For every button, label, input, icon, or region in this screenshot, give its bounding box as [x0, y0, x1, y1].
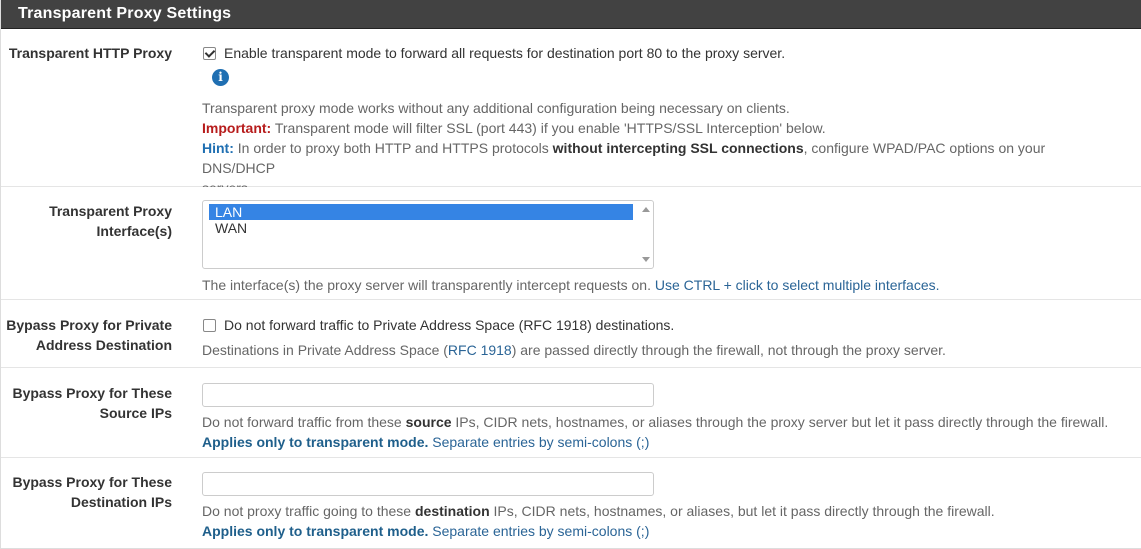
- row-bypass-private: Bypass Proxy for Private Address Destina…: [1, 300, 1141, 368]
- bypass-private-label-line2: Address Destination: [35, 337, 172, 353]
- row-bypass-destination: Bypass Proxy for These Destination IPs D…: [1, 458, 1141, 548]
- transparent-help-line1: Transparent proxy mode works without any…: [202, 100, 790, 116]
- hint-text-1: In order to proxy both HTTP and HTTPS pr…: [233, 140, 553, 156]
- listbox-scrollbar[interactable]: [639, 201, 653, 268]
- bypass-source-label: Bypass Proxy for These Source IPs: [12, 383, 172, 423]
- scroll-down-icon[interactable]: [642, 257, 650, 262]
- panel-heading: Transparent Proxy Settings: [1, 0, 1141, 29]
- bypass-source-help-1: Do not forward traffic from these: [202, 414, 406, 430]
- interface-option-wan[interactable]: WAN: [215, 220, 248, 236]
- transparent-help-hint: Hint: In order to proxy both HTTP and HT…: [202, 138, 1122, 178]
- bypass-private-content: Do not forward traffic to Private Addres…: [202, 315, 1122, 335]
- bypass-dest-applies-label: Applies only to transparent mode.: [202, 523, 429, 539]
- bypass-dest-help-2: IPs, CIDR nets, hostnames, or aliases, b…: [489, 503, 995, 519]
- bypass-dest-input[interactable]: [202, 472, 654, 496]
- row-bypass-source: Bypass Proxy for These Source IPs Do not…: [1, 368, 1141, 458]
- transparent-http-label: Transparent HTTP Proxy: [8, 45, 172, 61]
- bypass-dest-label-line1: Bypass Proxy for These: [12, 474, 172, 490]
- row-transparent-interfaces: Transparent Proxy Interface(s) LAN WAN T…: [1, 187, 1141, 300]
- bypass-dest-label-line2: Destination IPs: [70, 494, 172, 510]
- bypass-dest-help-strong: destination: [414, 503, 490, 519]
- interfaces-label-line1: Transparent Proxy: [49, 203, 172, 219]
- row-transparent-http-proxy: Transparent HTTP Proxy Enable transparen…: [1, 29, 1141, 196]
- transparent-http-content: Enable transparent mode to forward all r…: [202, 43, 1122, 63]
- bypass-dest-label: Bypass Proxy for These Destination IPs: [12, 472, 172, 512]
- interfaces-listbox[interactable]: LAN WAN: [202, 200, 654, 269]
- interfaces-label-line2: Interface(s): [96, 223, 172, 239]
- bypass-source-input[interactable]: [202, 383, 654, 407]
- hint-strong: without intercepting SSL connections: [552, 140, 804, 156]
- bypass-source-label-line2: Source IPs: [99, 405, 172, 421]
- important-label: Important:: [202, 120, 272, 136]
- bypass-private-checkbox-label[interactable]: Do not forward traffic to Private Addres…: [224, 317, 675, 333]
- bypass-private-help-2: ) are passed directly through the firewa…: [511, 342, 946, 358]
- bypass-source-applies: Applies only to transparent mode. Separa…: [202, 432, 1122, 452]
- interfaces-help: The interface(s) the proxy server will t…: [202, 275, 1122, 295]
- bypass-source-help-strong: source: [405, 414, 452, 430]
- transparent-help-important: Important: Transparent mode will filter …: [202, 118, 1122, 138]
- bypass-dest-help-1: Do not proxy traffic going to these: [202, 503, 415, 519]
- bypass-dest-help-line1: Do not proxy traffic going to these dest…: [202, 501, 1122, 521]
- transparent-mode-checkbox-label[interactable]: Enable transparent mode to forward all r…: [224, 45, 786, 61]
- bypass-private-help-1: Destinations in Private Address Space (: [202, 342, 448, 358]
- hint-label: Hint:: [202, 140, 234, 156]
- info-icon[interactable]: i: [212, 69, 229, 86]
- bypass-private-help: Destinations in Private Address Space (R…: [202, 340, 1122, 360]
- interface-option-lan[interactable]: LAN: [209, 204, 633, 220]
- transparent-mode-checkbox[interactable]: [203, 46, 216, 60]
- bypass-dest-help: Do not proxy traffic going to these dest…: [202, 501, 1122, 541]
- bypass-source-help-2: IPs, CIDR nets, hostnames, or aliases th…: [451, 414, 1109, 430]
- bypass-source-applies-text: Separate entries by semi-colons (;): [428, 434, 650, 450]
- interfaces-help-text: The interface(s) the proxy server will t…: [202, 277, 655, 293]
- interfaces-help-link: Use CTRL + click to select multiple inte…: [654, 277, 940, 293]
- transparent-mode-checkrow[interactable]: Enable transparent mode to forward all r…: [202, 43, 1122, 63]
- bypass-private-label-line1: Bypass Proxy for Private: [6, 317, 172, 333]
- bypass-dest-applies: Applies only to transparent mode. Separa…: [202, 521, 1122, 541]
- hint-text-2: , configure WPAD/PAC options on your DNS…: [202, 140, 1046, 176]
- rfc1918-link[interactable]: RFC 1918: [447, 342, 512, 358]
- panel-title: Transparent Proxy Settings: [18, 5, 232, 22]
- transparent-http-help: Transparent proxy mode works without any…: [202, 98, 1122, 198]
- bypass-source-applies-label: Applies only to transparent mode.: [202, 434, 429, 450]
- bypass-source-label-line1: Bypass Proxy for These: [12, 385, 172, 401]
- important-text: Transparent mode will filter SSL (port 4…: [271, 120, 826, 136]
- bypass-dest-applies-text: Separate entries by semi-colons (;): [428, 523, 650, 539]
- bypass-source-help: Do not forward traffic from these source…: [202, 412, 1122, 452]
- bypass-private-label: Bypass Proxy for Private Address Destina…: [6, 315, 172, 355]
- bypass-private-checkbox[interactable]: [203, 318, 216, 332]
- scroll-up-icon[interactable]: [642, 207, 650, 212]
- interfaces-label: Transparent Proxy Interface(s): [49, 201, 172, 241]
- bypass-private-checkrow[interactable]: Do not forward traffic to Private Addres…: [202, 315, 1122, 335]
- bypass-source-help-line1: Do not forward traffic from these source…: [202, 412, 1122, 432]
